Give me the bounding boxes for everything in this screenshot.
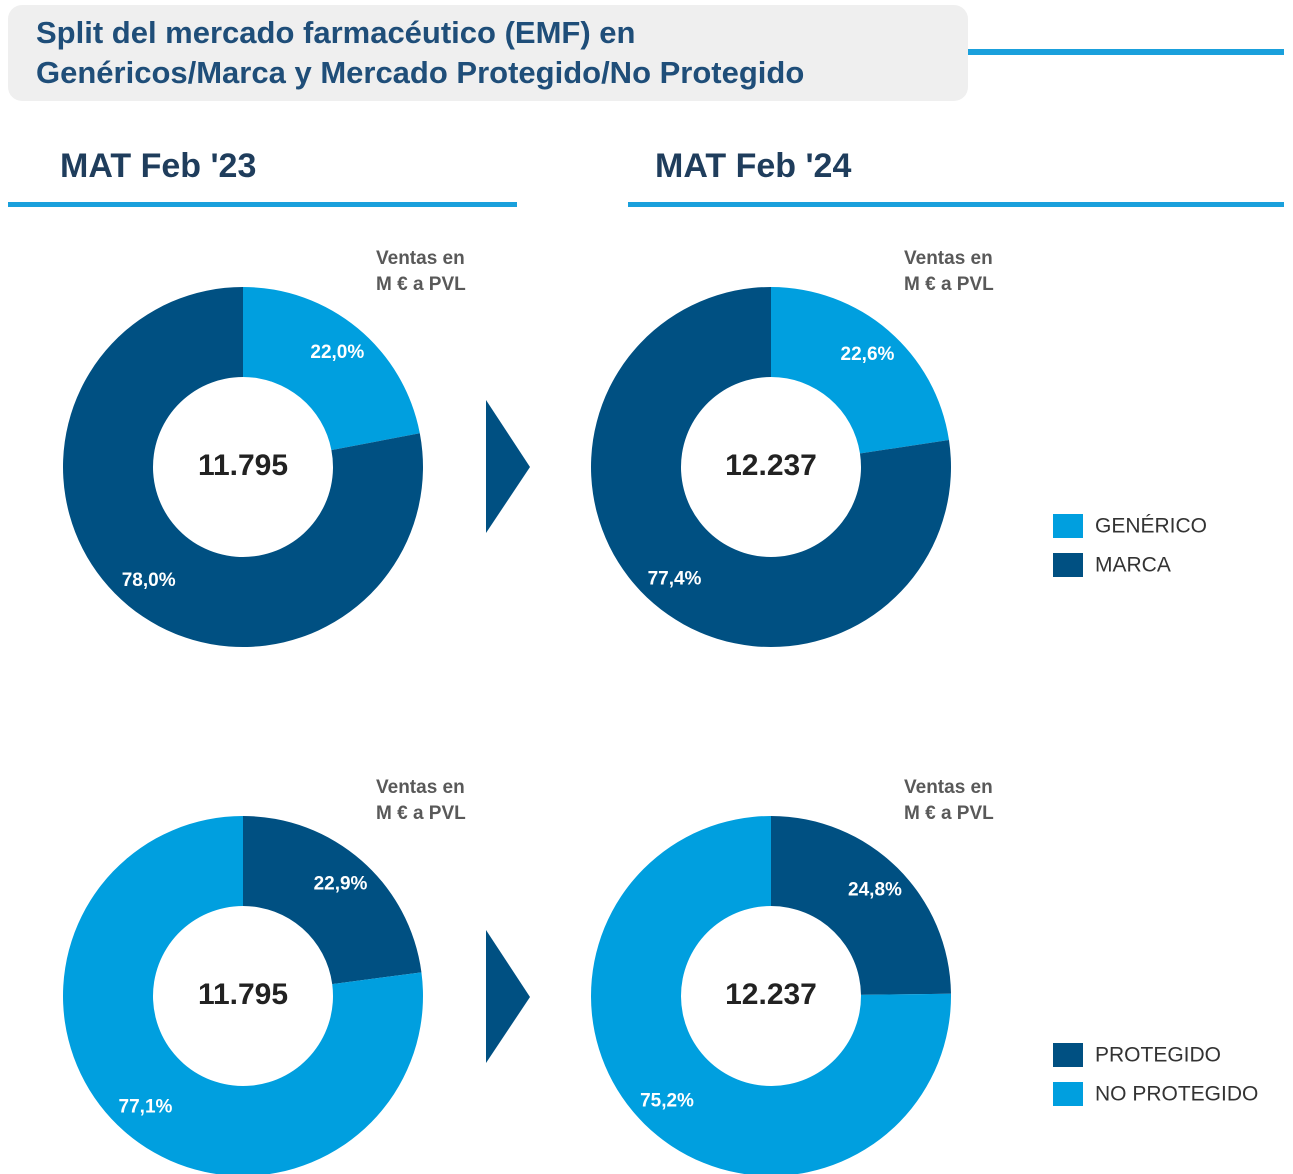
legend-swatch — [1053, 1082, 1083, 1106]
column-rule — [628, 202, 1284, 207]
donut-total: 11.795 — [198, 449, 288, 482]
donut-segment — [591, 287, 952, 648]
note: M € a PVL — [376, 803, 466, 824]
legend-label: NO PROTEGIDO — [1095, 1083, 1258, 1106]
legend-swatch — [1053, 553, 1083, 577]
legend-swatch — [1053, 1043, 1083, 1067]
donut-segment — [771, 287, 949, 454]
legend-swatch — [1053, 514, 1083, 538]
column-heading: MAT Feb '24 — [655, 147, 851, 185]
note: M € a PVL — [376, 274, 466, 295]
donut-segment — [243, 816, 422, 985]
donut-total: 12.237 — [725, 449, 817, 482]
title-line: Genéricos/Marca y Mercado Protegido/No P… — [36, 55, 804, 90]
donut-segment — [591, 816, 951, 1174]
note: Ventas en — [376, 248, 465, 269]
title-rule — [968, 49, 1284, 55]
value-label: 22,9% — [314, 874, 368, 895]
donut-segment — [63, 816, 423, 1174]
value-label: 75,2% — [640, 1090, 694, 1111]
arrow — [486, 930, 530, 1063]
column-rule — [8, 202, 517, 207]
column-heading: MAT Feb '23 — [60, 147, 256, 185]
value-label: 24,8% — [848, 880, 902, 901]
donut-segment — [771, 816, 951, 995]
legend-label: MARCA — [1095, 554, 1171, 577]
value-label: 78,0% — [122, 570, 176, 591]
donut-segment — [62, 287, 424, 648]
note: Ventas en — [904, 777, 993, 798]
donut-total: 12.237 — [725, 978, 817, 1011]
title-line: Split del mercado farmacéutico (EMF) en — [36, 15, 635, 50]
arrow — [486, 400, 530, 533]
title-box — [8, 5, 968, 101]
note: M € a PVL — [904, 803, 994, 824]
value-label: 22,0% — [310, 342, 364, 363]
donut-total: 11.795 — [198, 978, 288, 1011]
note: Ventas en — [376, 777, 465, 798]
donut-segment — [243, 287, 420, 451]
value-label: 22,6% — [841, 344, 895, 365]
value-label: 77,4% — [648, 568, 702, 589]
legend-label: PROTEGIDO — [1095, 1044, 1221, 1067]
note: Ventas en — [904, 248, 993, 269]
legend-label: GENÉRICO — [1095, 515, 1207, 538]
value-label: 77,1% — [119, 1096, 173, 1117]
note: M € a PVL — [904, 274, 994, 295]
